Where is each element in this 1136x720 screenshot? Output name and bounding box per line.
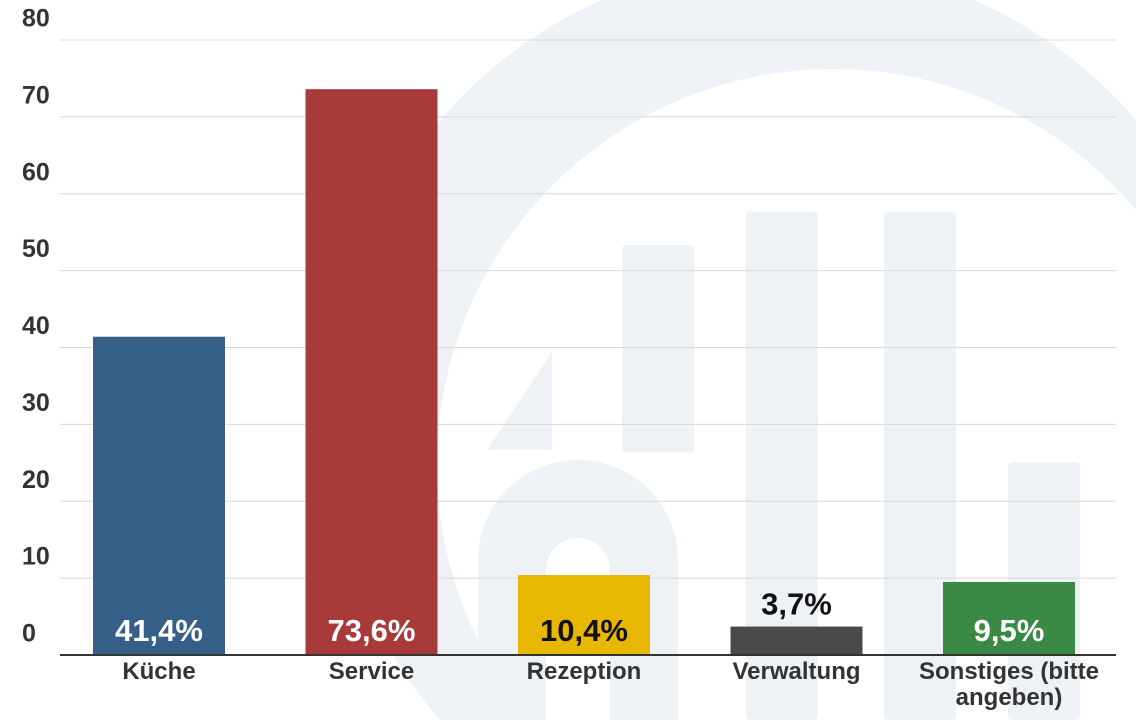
- watermark: [328, 0, 1136, 720]
- x-tick-label: Küche: [122, 658, 196, 685]
- value-label: 41,4%: [115, 613, 203, 648]
- value-label: 9,5%: [974, 613, 1045, 648]
- y-tick-label: 60: [22, 158, 50, 186]
- value-label: 10,4%: [540, 613, 628, 648]
- bar: [943, 581, 1075, 655]
- y-tick-label: 30: [22, 389, 50, 417]
- y-tick-label: 0: [22, 620, 36, 648]
- bar: [305, 89, 438, 655]
- x-tick-label: Rezeption: [526, 658, 642, 685]
- value-label: 3,7%: [761, 587, 832, 622]
- x-tick-label: Service: [328, 658, 415, 685]
- bar: [93, 336, 225, 655]
- value-label: 73,6%: [328, 613, 416, 648]
- bar: [518, 575, 650, 655]
- x-tick-label: Verwaltung: [732, 658, 861, 685]
- y-tick-label: 40: [22, 312, 50, 340]
- y-tick-label: 80: [22, 5, 50, 33]
- bar: [730, 626, 863, 655]
- y-tick-label: 50: [22, 235, 50, 263]
- x-tick-label: Sonstiges (bitte angeben): [918, 658, 1099, 711]
- y-tick-label: 70: [22, 81, 50, 109]
- y-tick-label: 20: [22, 466, 50, 494]
- y-tick-label: 10: [22, 543, 50, 571]
